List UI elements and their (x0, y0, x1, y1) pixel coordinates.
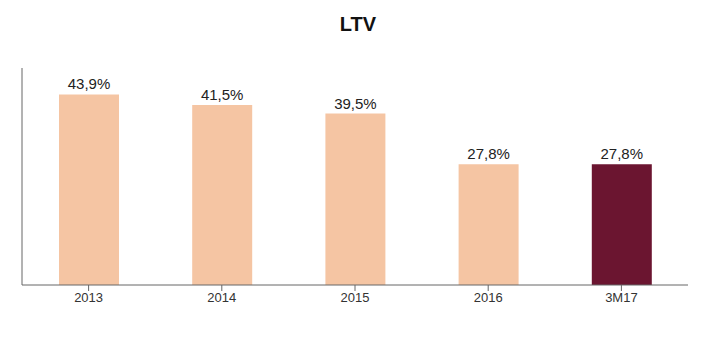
svg-text:39,5%: 39,5% (334, 95, 377, 112)
svg-text:27,8%: 27,8% (601, 145, 644, 162)
svg-text:2015: 2015 (341, 290, 370, 305)
svg-text:43,9%: 43,9% (68, 75, 111, 92)
svg-text:3M17: 3M17 (605, 290, 638, 305)
svg-text:27,8%: 27,8% (467, 145, 510, 162)
svg-text:2016: 2016 (474, 290, 503, 305)
svg-text:2014: 2014 (207, 290, 236, 305)
svg-text:41,5%: 41,5% (201, 86, 244, 103)
svg-text:2013: 2013 (74, 290, 103, 305)
html-text:LTV: LTV (339, 13, 377, 35)
